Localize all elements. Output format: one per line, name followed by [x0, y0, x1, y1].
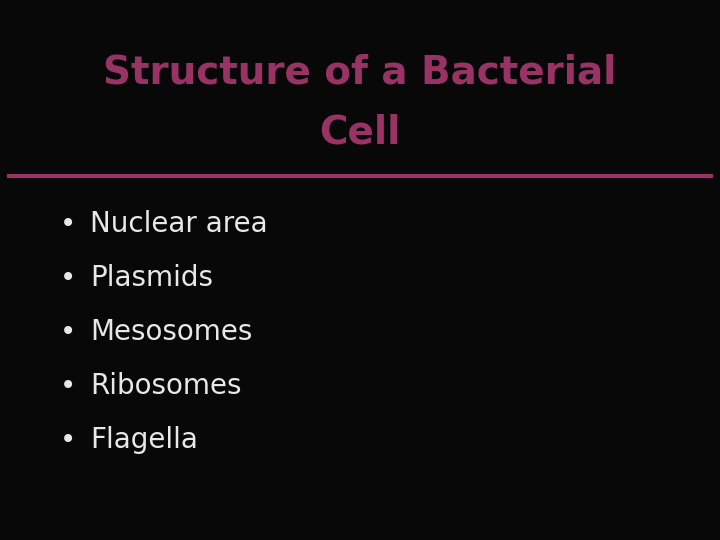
Text: Mesosomes: Mesosomes [90, 318, 253, 346]
Text: Ribosomes: Ribosomes [90, 372, 241, 400]
Text: •: • [60, 264, 76, 292]
Text: •: • [60, 318, 76, 346]
Text: •: • [60, 210, 76, 238]
Text: Cell: Cell [319, 113, 401, 151]
Text: Nuclear area: Nuclear area [90, 210, 268, 238]
Text: Flagella: Flagella [90, 426, 198, 454]
Text: •: • [60, 372, 76, 400]
Text: Plasmids: Plasmids [90, 264, 213, 292]
Text: •: • [60, 426, 76, 454]
Text: Structure of a Bacterial: Structure of a Bacterial [103, 54, 617, 92]
